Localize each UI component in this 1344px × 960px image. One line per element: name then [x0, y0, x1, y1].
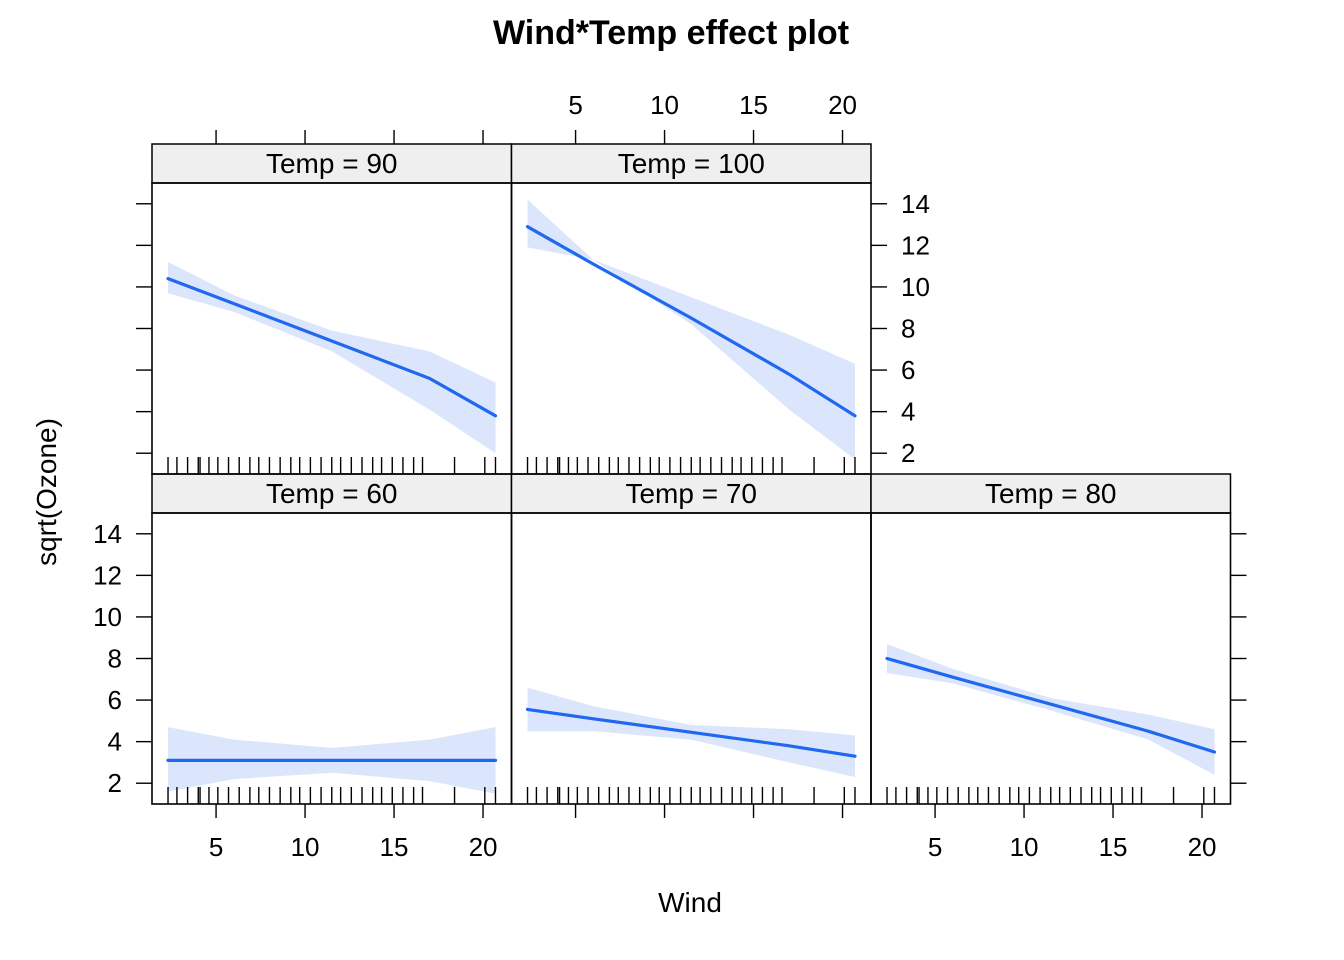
x-tick-label: 20 [828, 90, 857, 120]
panel-strip [510, 473, 872, 514]
panel-strip-label: Temp = 100 [618, 148, 765, 179]
confidence-band [527, 199, 855, 460]
panel-strip [510, 143, 872, 184]
confidence-band [887, 644, 1215, 775]
y-tick-label: 8 [901, 314, 915, 344]
panel-strip-label: Temp = 70 [625, 478, 757, 509]
y-tick-label: 10 [901, 272, 930, 302]
x-tick-label: 20 [469, 832, 498, 862]
fit-line [525, 707, 857, 758]
y-tick-label: 12 [901, 230, 930, 260]
x-tick-label: 10 [1010, 832, 1039, 862]
y-tick-label: 8 [108, 644, 122, 674]
confidence-band [168, 262, 496, 454]
x-tick-label: 15 [1099, 832, 1128, 862]
fit-line [166, 277, 498, 418]
panel-frame [151, 182, 513, 475]
panel-strip-label: Temp = 80 [985, 478, 1117, 509]
x-tick-label: 5 [568, 90, 582, 120]
panel-4: Temp = 100 5 10 15 20 2 4 6 8 10 12 14 [510, 90, 930, 475]
x-tick-label: 10 [291, 832, 320, 862]
panel-strip-label: Temp = 90 [266, 148, 398, 179]
x-tick-label: 15 [380, 832, 409, 862]
panel-strip-label: Temp = 60 [266, 478, 398, 509]
x-tick-label: 20 [1188, 832, 1217, 862]
panel-strip [870, 473, 1232, 514]
x-tick-label: 5 [928, 832, 942, 862]
y-tick-label: 14 [901, 189, 930, 219]
x-tick-label: 10 [650, 90, 679, 120]
y-tick-label: 2 [901, 438, 915, 468]
y-tick-label: 6 [108, 685, 122, 715]
x-tick-label: 5 [209, 832, 223, 862]
y-tick-label: 4 [901, 397, 915, 427]
y-tick-label: 2 [108, 768, 122, 798]
x-tick-label: 15 [739, 90, 768, 120]
y-tick-label: 10 [93, 602, 122, 632]
panel-3: Temp = 90 [136, 130, 513, 475]
y-tick-label: 12 [93, 560, 122, 590]
chart-title: Wind*Temp effect plot [493, 14, 849, 52]
x-axis-label: Wind [658, 887, 722, 918]
panel-0: Temp = 60 5 10 15 20 2 4 6 8 10 12 14 [93, 473, 513, 862]
panel-1: Temp = 70 [510, 473, 872, 818]
panel-2: Temp = 80 5 10 15 20 [870, 473, 1247, 862]
y-axis-label: sqrt(Ozone) [31, 418, 62, 566]
y-tick-label: 14 [93, 519, 122, 549]
fit-line [885, 656, 1217, 754]
y-tick-label: 4 [108, 727, 122, 757]
y-tick-label: 6 [901, 355, 915, 385]
panel-strip [151, 473, 513, 514]
fit-line [525, 225, 857, 418]
